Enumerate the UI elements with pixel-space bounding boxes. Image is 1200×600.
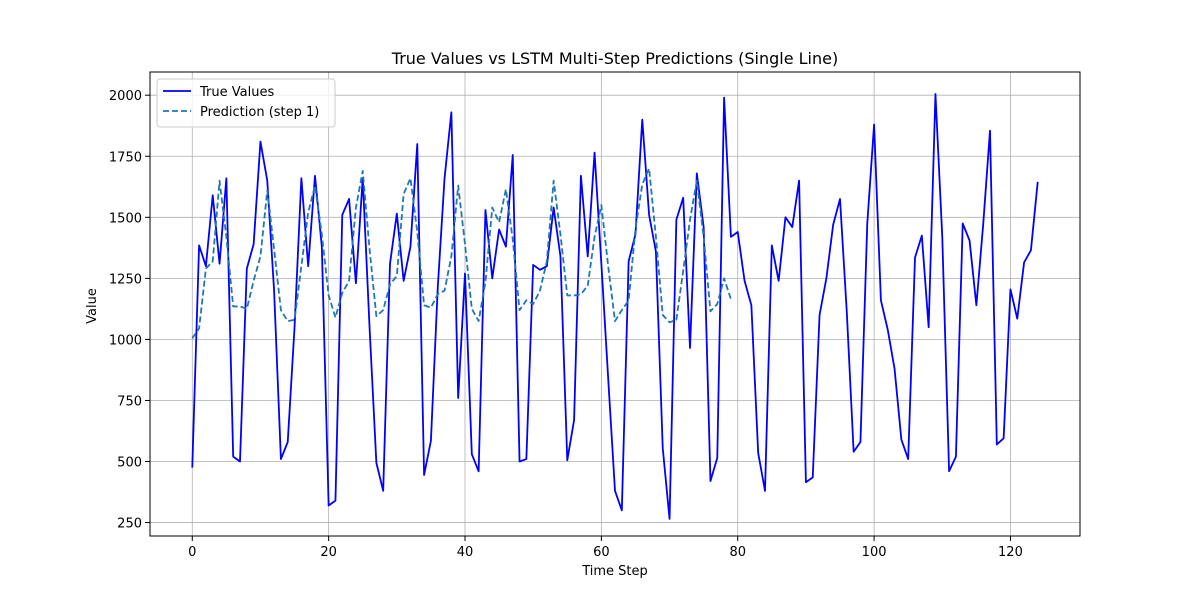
legend-label-true-values: True Values [199,85,274,100]
x-tick-label: 60 [593,545,610,560]
legend: True Values Prediction (step 1) [156,78,336,128]
y-tick-label: 1250 [109,272,142,287]
y-tick-label: 1500 [109,211,142,226]
x-tick-label: 100 [862,545,887,560]
plot-lines [191,93,1039,520]
chart-title: True Values vs LSTM Multi-Step Predictio… [391,49,838,68]
plot-area-frame [149,71,1081,537]
grid-lines [150,72,1080,536]
series-line-true-values [191,93,1039,520]
x-tick-label: 40 [457,545,474,560]
series-line-prediction [191,167,732,339]
x-tick-label: 0 [188,545,196,560]
legend-box [156,78,336,128]
y-axis: 250 500 750 1000 1250 1500 1750 2000 [109,89,150,532]
y-axis-label: Value [85,288,100,324]
y-tick-label: 750 [117,394,142,409]
y-tick-label: 500 [117,456,142,471]
y-tick-label: 2000 [109,89,142,104]
x-tick-label: 80 [729,545,746,560]
x-axis: 0 20 40 60 80 100 120 [188,536,1023,560]
legend-label-prediction: Prediction (step 1) [200,105,319,120]
y-tick-label: 1000 [109,333,142,348]
y-tick-label: 1750 [109,150,142,165]
x-tick-label: 20 [320,545,337,560]
x-tick-label: 120 [998,545,1023,560]
y-tick-label: 250 [117,517,142,532]
x-axis-label: Time Step [581,564,648,579]
